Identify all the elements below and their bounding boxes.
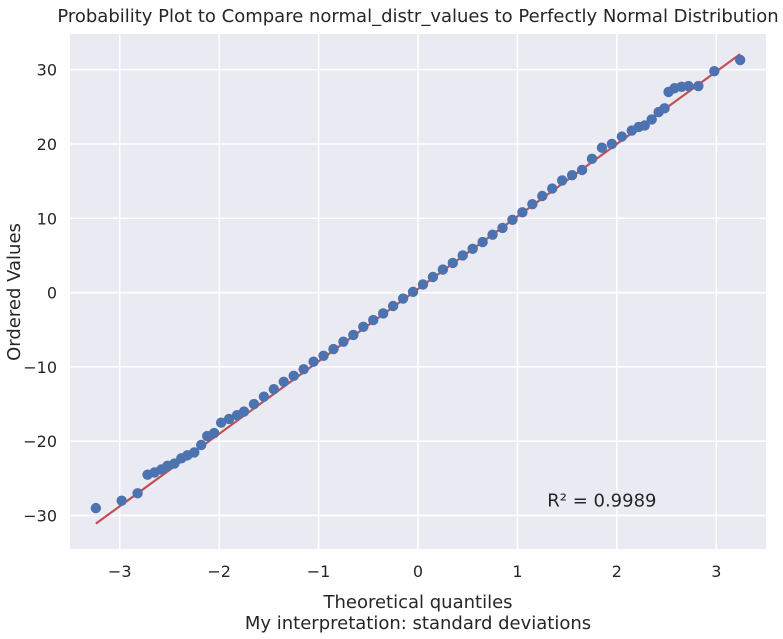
data-point <box>258 391 270 402</box>
data-point <box>457 250 468 261</box>
data-point <box>646 114 657 125</box>
data-point <box>298 363 309 375</box>
y-tick-label: −20 <box>23 432 57 451</box>
data-point <box>417 279 429 290</box>
x-tick-label: 0 <box>413 562 423 581</box>
data-point <box>556 175 568 186</box>
data-point <box>517 207 528 218</box>
data-point <box>196 439 207 451</box>
data-point <box>215 417 227 428</box>
x-tick-label: 2 <box>612 562 622 581</box>
data-point <box>487 229 498 240</box>
data-point <box>397 293 409 304</box>
x-axis-sublabel: My interpretation: standard deviations <box>245 613 591 634</box>
data-point <box>467 243 478 254</box>
data-point <box>477 236 488 248</box>
data-point <box>447 257 458 269</box>
data-point <box>223 413 235 425</box>
data-point <box>683 80 694 92</box>
data-points <box>90 54 746 514</box>
data-point <box>387 300 399 312</box>
data-point <box>90 502 102 514</box>
data-point <box>606 138 618 150</box>
y-tick-label: 0 <box>47 284 57 303</box>
data-point <box>734 54 746 66</box>
x-tick-label: −1 <box>307 562 331 581</box>
x-tick-label: 3 <box>711 562 721 581</box>
r-squared-annotation: R² = 0.9989 <box>547 491 656 512</box>
data-point <box>248 398 260 410</box>
x-axis-label: Theoretical quantiles <box>322 592 512 613</box>
data-point <box>576 164 588 176</box>
data-point <box>527 198 538 210</box>
data-point <box>338 336 349 347</box>
data-point <box>132 488 143 499</box>
data-point <box>437 264 449 275</box>
data-point <box>348 329 359 341</box>
data-point <box>566 169 578 181</box>
data-point <box>709 65 720 77</box>
data-point <box>318 350 329 361</box>
y-tick-label: 30 <box>37 61 57 80</box>
data-point <box>189 447 200 458</box>
y-tick-label: 10 <box>37 209 57 228</box>
data-point <box>116 495 127 506</box>
data-point <box>497 222 508 234</box>
data-point <box>507 214 518 225</box>
data-point <box>358 321 369 332</box>
data-point <box>308 356 319 367</box>
data-point <box>596 142 608 153</box>
data-point <box>328 343 339 355</box>
y-axis-label: Ordered Values <box>4 223 25 361</box>
data-point <box>407 286 419 298</box>
x-tick-label: 1 <box>512 562 522 581</box>
data-point <box>427 271 439 283</box>
data-point <box>616 131 628 142</box>
y-tick-label: 20 <box>37 135 57 154</box>
x-tick-label: −2 <box>207 562 231 581</box>
y-tick-label: −30 <box>23 507 57 526</box>
data-point <box>288 370 299 382</box>
data-point <box>537 190 548 202</box>
x-tick-label: −3 <box>108 562 132 581</box>
data-point <box>208 427 220 439</box>
data-point <box>693 80 704 92</box>
data-point <box>268 384 280 395</box>
data-point <box>378 308 389 319</box>
data-point <box>278 376 289 387</box>
data-point <box>368 314 379 326</box>
chart-title: Probability Plot to Compare normal_distr… <box>57 6 778 27</box>
data-point <box>659 103 670 114</box>
y-tick-label: −10 <box>23 358 57 377</box>
data-point <box>238 406 250 417</box>
data-point <box>547 183 558 194</box>
data-point <box>639 120 650 131</box>
data-point <box>586 153 598 165</box>
